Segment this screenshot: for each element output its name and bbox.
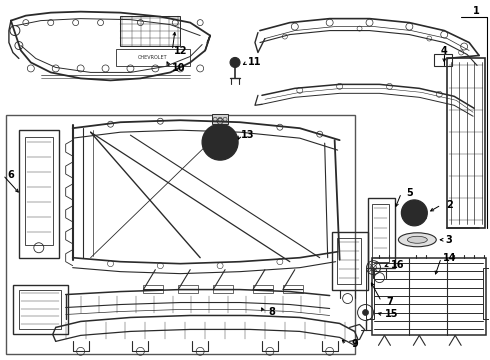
Bar <box>447 58 485 228</box>
Bar <box>402 208 426 218</box>
Text: 7: 7 <box>386 297 393 306</box>
Bar <box>178 285 198 293</box>
Bar <box>121 15 180 45</box>
Text: 10: 10 <box>172 63 185 73</box>
Circle shape <box>230 58 240 67</box>
Bar <box>337 238 361 284</box>
Text: 8: 8 <box>269 307 275 318</box>
Bar <box>6 115 355 354</box>
Bar <box>144 285 163 293</box>
Bar <box>368 198 395 268</box>
Bar <box>483 268 490 319</box>
Bar <box>434 54 452 67</box>
Circle shape <box>363 310 368 315</box>
Bar <box>25 137 53 245</box>
Bar <box>283 285 303 293</box>
Text: 11: 11 <box>248 58 262 67</box>
Text: 4: 4 <box>441 45 447 55</box>
Circle shape <box>401 200 427 226</box>
Bar <box>253 285 273 293</box>
Ellipse shape <box>398 233 436 247</box>
Bar <box>371 258 486 336</box>
Text: 12: 12 <box>173 45 187 55</box>
Bar <box>332 232 368 289</box>
Text: 3: 3 <box>446 235 453 245</box>
Bar <box>213 285 233 293</box>
Bar <box>371 204 390 262</box>
Text: 5: 5 <box>406 188 413 198</box>
Bar <box>19 130 59 258</box>
Text: 1: 1 <box>473 6 480 15</box>
Text: 14: 14 <box>442 253 456 263</box>
Text: 16: 16 <box>391 260 404 270</box>
Text: 2: 2 <box>446 200 453 210</box>
Bar <box>116 49 190 67</box>
Bar <box>19 289 61 329</box>
Text: 15: 15 <box>385 310 398 319</box>
Text: 6: 6 <box>7 170 14 180</box>
Bar <box>366 268 373 319</box>
Text: CHEVROLET: CHEVROLET <box>138 55 167 60</box>
Bar <box>212 114 228 124</box>
Text: 13: 13 <box>241 130 255 140</box>
Text: 9: 9 <box>351 339 358 349</box>
Circle shape <box>202 124 238 160</box>
Ellipse shape <box>407 236 427 243</box>
Bar <box>13 285 68 334</box>
